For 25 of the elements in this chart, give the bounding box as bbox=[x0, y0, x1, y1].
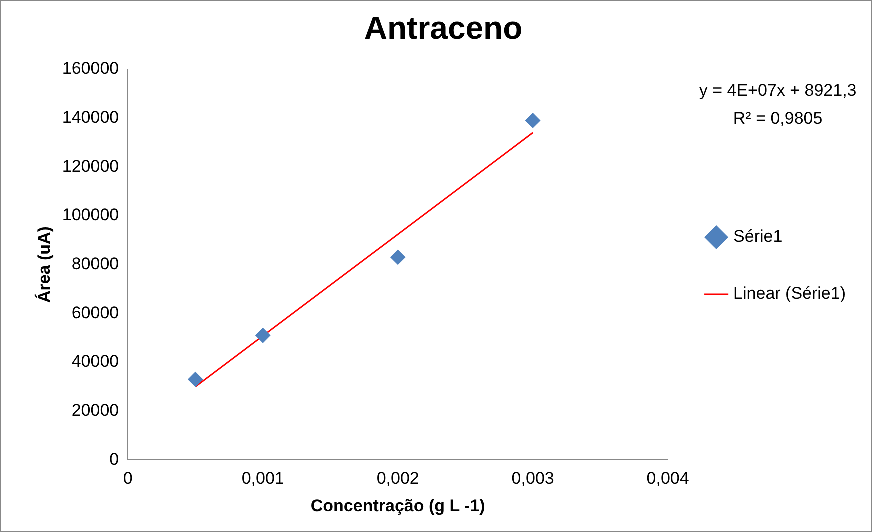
x-tick-label: 0,002 bbox=[376, 469, 420, 488]
chart-title: Antraceno bbox=[364, 10, 523, 46]
y-tick-label: 100000 bbox=[62, 206, 120, 225]
y-tick-label: 0 bbox=[110, 450, 120, 469]
y-tick-label: 80000 bbox=[72, 254, 120, 274]
legend-label: Série1 bbox=[734, 227, 783, 246]
point bbox=[526, 113, 541, 128]
x-axis-title: Concentração (g L -1) bbox=[310, 496, 486, 516]
y-tick-label: 60000 bbox=[72, 303, 120, 322]
legend-label: Linear (Série1) bbox=[734, 284, 846, 304]
y-axis-title: Área (uA) bbox=[34, 226, 54, 304]
text: R² = 0,9805 bbox=[733, 109, 823, 128]
x-tick-label: 0,003 bbox=[512, 469, 554, 488]
point bbox=[188, 372, 204, 388]
x-tick-label: 0,001 bbox=[242, 469, 284, 488]
y-tick-label: 140000 bbox=[62, 108, 120, 127]
y-tick-label: 20000 bbox=[72, 401, 120, 420]
y-tick-label: 160000 bbox=[62, 59, 120, 78]
point bbox=[390, 250, 406, 265]
text: y = 4E+07x + 8921,3 bbox=[699, 81, 857, 100]
point bbox=[256, 328, 271, 344]
y-tick-label: 120000 bbox=[62, 156, 120, 176]
x-tick-label: 0 bbox=[123, 469, 133, 488]
y-tick-label: 40000 bbox=[72, 352, 120, 372]
x-tick-label: 0,004 bbox=[646, 469, 690, 488]
